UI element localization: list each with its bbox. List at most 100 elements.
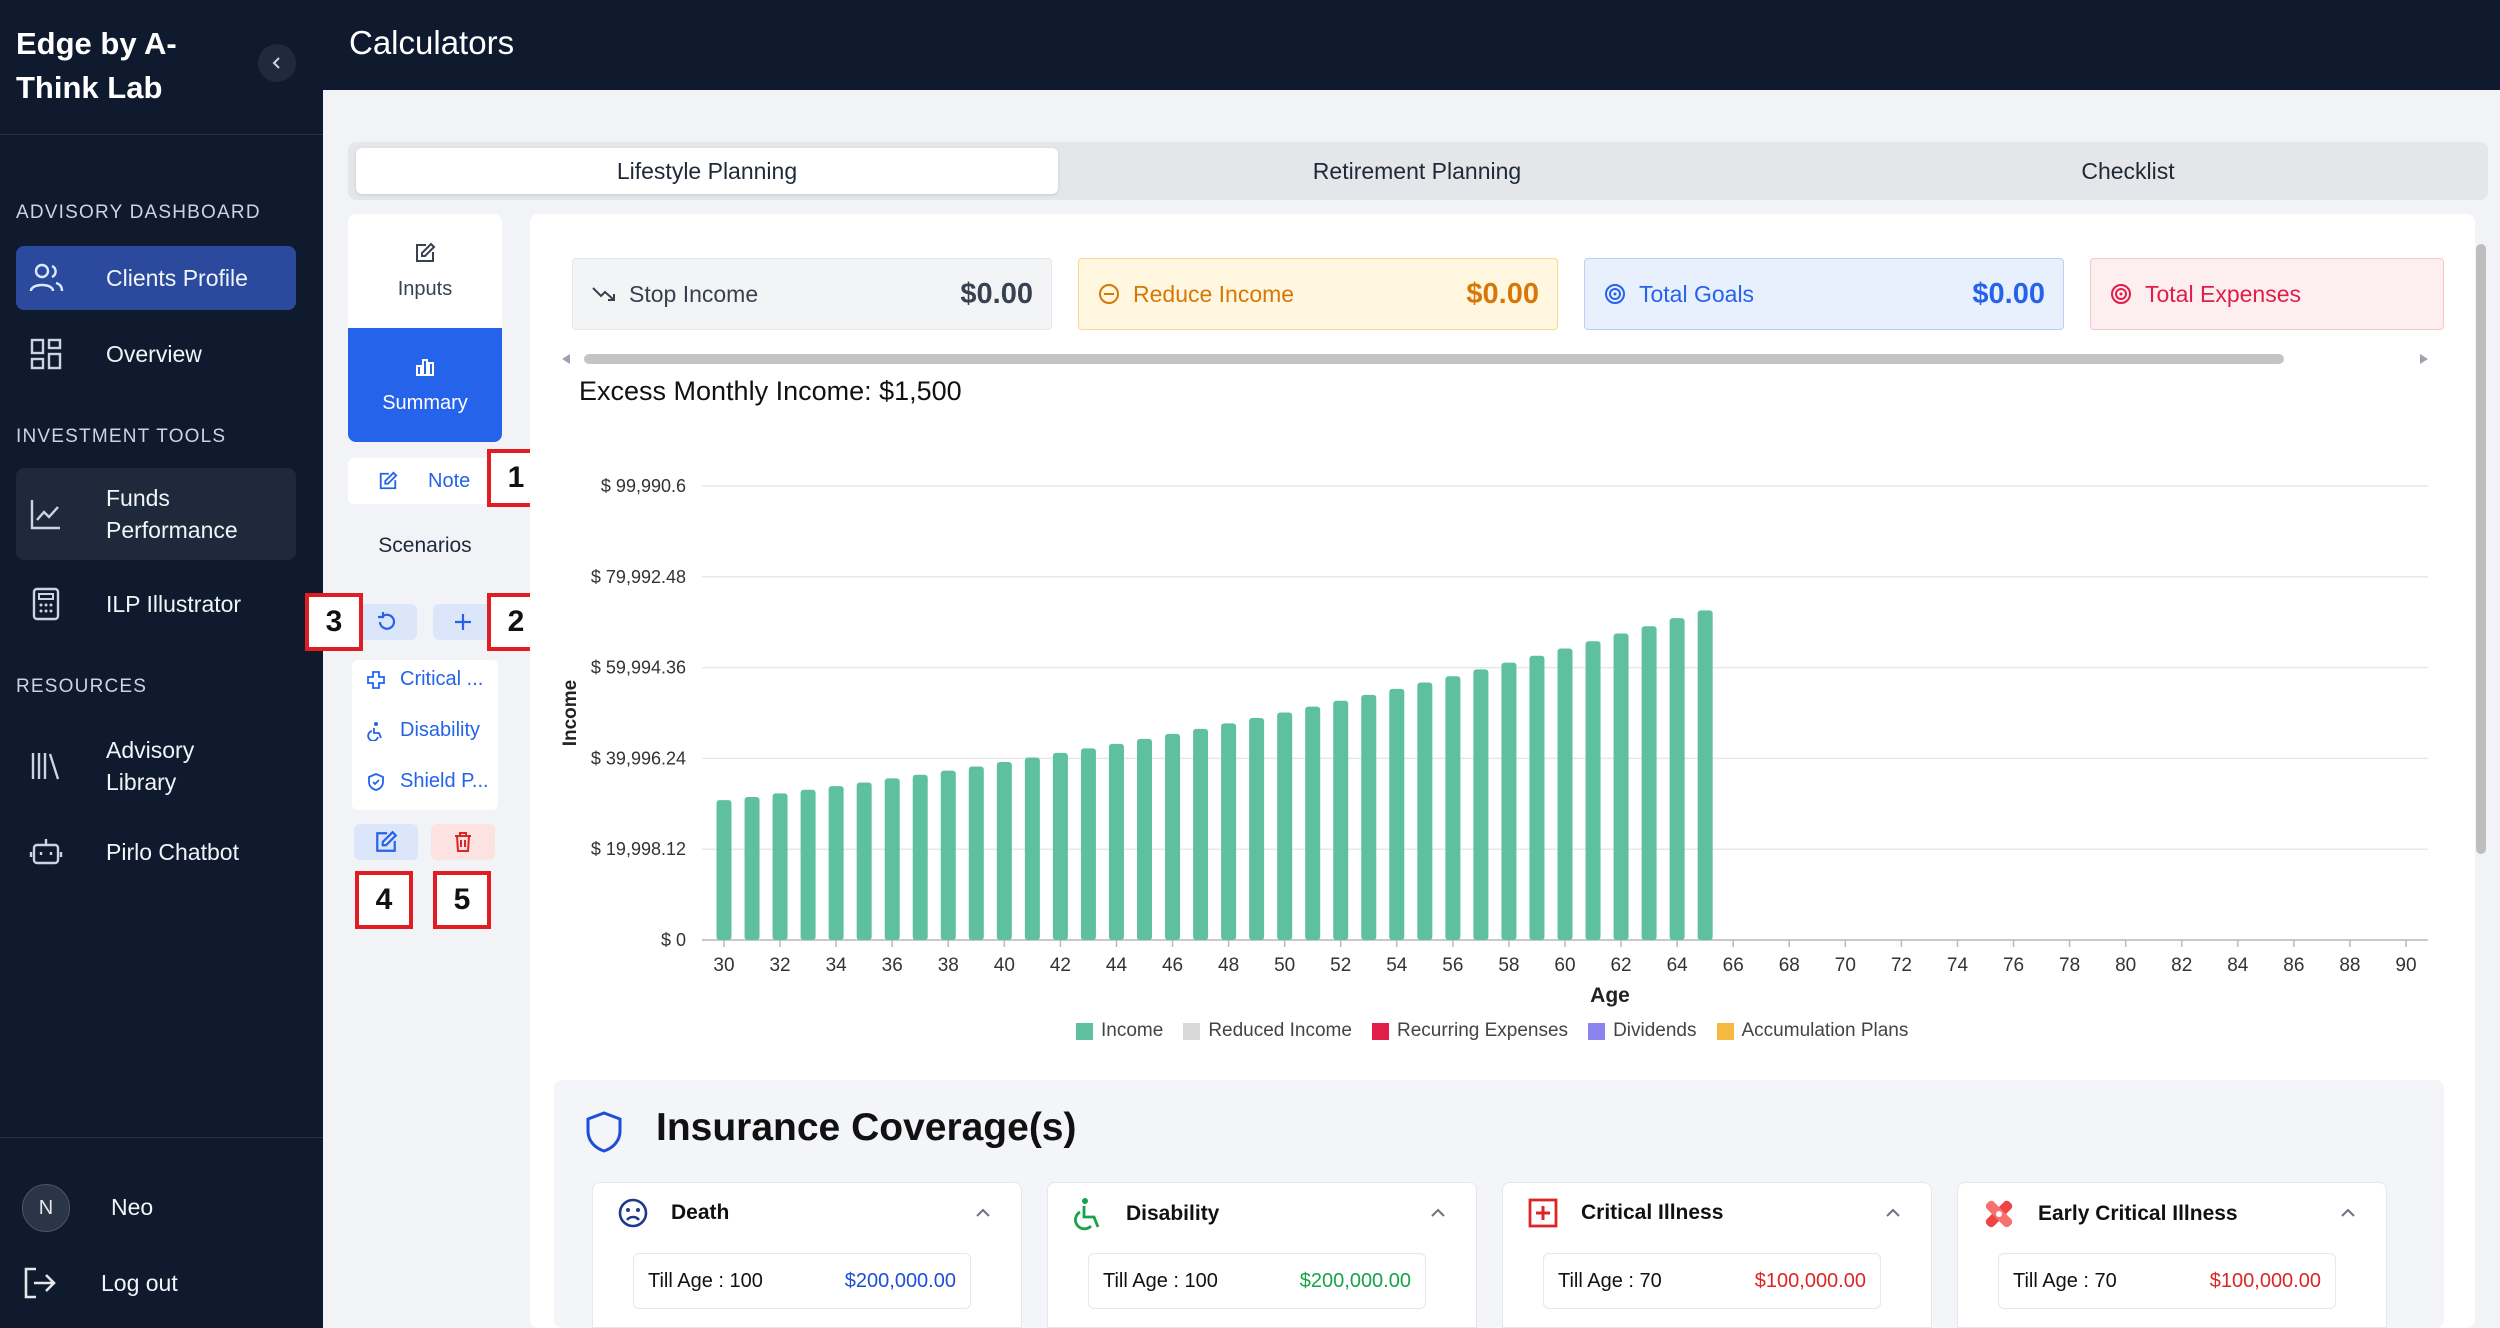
scenario-item-shield[interactable]: Shield P... — [366, 770, 489, 793]
bar — [772, 793, 788, 940]
accessibility-icon — [367, 721, 382, 741]
tab-lifestyle-planning[interactable]: Lifestyle Planning — [356, 148, 1058, 194]
vertical-scrollbar-thumb[interactable] — [2476, 244, 2486, 854]
stat-label: Total Expenses — [2145, 280, 2301, 307]
bandage-icon — [1985, 1200, 2013, 1228]
inputs-tab[interactable]: Inputs — [348, 214, 502, 328]
bar — [1389, 688, 1405, 940]
refresh-scenarios-button[interactable] — [357, 604, 417, 640]
bar — [1417, 682, 1433, 940]
avatar[interactable]: N — [22, 1184, 70, 1232]
stat-value: $0.00 — [1466, 277, 1539, 310]
x-tick-label: 36 — [882, 955, 903, 976]
scenario-list: Critical ... Disability Shield P... — [352, 660, 498, 810]
till-age: Till Age : 70 — [1558, 1269, 1662, 1292]
sidebar-item-label: ILP Illustrator — [106, 591, 242, 617]
legend-item[interactable]: Recurring Expenses — [1371, 1020, 1568, 1042]
bot-icon — [29, 839, 63, 865]
bar — [1305, 706, 1321, 940]
x-tick-label: 44 — [1106, 955, 1128, 976]
legend-swatch — [1716, 1022, 1734, 1040]
insurance-card-critical-illness: Critical Illness Till Age : 70 $100,000.… — [1502, 1182, 1932, 1328]
bar — [1080, 748, 1096, 940]
bar — [1024, 757, 1040, 940]
legend-item[interactable]: Income — [1076, 1020, 1163, 1042]
till-age: Till Age : 100 — [1103, 1269, 1218, 1292]
stat-reduce-income: Reduce Income $0.00 — [1078, 258, 1558, 330]
summary-tab[interactable]: Summary — [348, 328, 502, 442]
excess-monthly-income: Excess Monthly Income: $1,500 — [579, 376, 962, 406]
legend-swatch — [1076, 1022, 1093, 1040]
legend-label: Dividends — [1613, 1020, 1697, 1041]
bar — [1333, 700, 1349, 940]
add-scenario-button[interactable] — [433, 604, 493, 640]
sidebar-item-pirlo-chatbot[interactable]: Pirlo Chatbot — [16, 820, 296, 884]
legend-label: Accumulation Plans — [1741, 1020, 1909, 1041]
x-tick-label: 66 — [1723, 955, 1744, 976]
coverage-amount: $200,000.00 — [844, 1269, 956, 1292]
legend-item[interactable]: Reduced Income — [1183, 1020, 1352, 1042]
sidebar-item-funds-performance[interactable]: Funds Performance — [16, 468, 296, 560]
top-bar: Calculators — [323, 0, 2500, 90]
logout-label: Log out — [101, 1269, 178, 1296]
bar — [884, 778, 900, 940]
insurance-card-disability: Disability Till Age : 100 $200,000.00 — [1047, 1182, 1477, 1328]
target-icon — [2111, 284, 2131, 304]
legend-label: Income — [1101, 1020, 1164, 1041]
horizontal-scrollbar-thumb[interactable] — [584, 354, 2284, 364]
chevron-up-icon[interactable] — [975, 1207, 991, 1219]
horizontal-scrollbar[interactable] — [560, 352, 2430, 366]
sidebar-item-label: Pirlo Chatbot — [106, 839, 239, 865]
scenario-item-critical[interactable]: Critical ... — [366, 668, 483, 691]
till-age: Till Age : 100 — [648, 1269, 763, 1292]
chevron-up-icon[interactable] — [1430, 1207, 1446, 1219]
annotation-marker-3: 3 — [305, 593, 363, 651]
tab-checklist[interactable]: Checklist — [2081, 157, 2175, 184]
x-tick-label: 74 — [1947, 955, 1969, 976]
bar — [968, 766, 984, 940]
scenarios-label: Scenarios — [378, 534, 472, 557]
bar — [912, 774, 928, 940]
coverage-amount: $100,000.00 — [2209, 1269, 2321, 1292]
y-tick-label: $ 0 — [661, 930, 686, 950]
note-button[interactable]: Note — [348, 458, 502, 504]
x-tick-label: 46 — [1162, 955, 1183, 976]
chart-legend: Income Reduced Income Recurring Expenses Di… — [1076, 1020, 1928, 1042]
chevron-up-icon[interactable] — [2340, 1207, 2356, 1219]
x-tick-label: 50 — [1274, 955, 1295, 976]
x-axis-label: Age — [1590, 984, 1630, 1007]
bar — [1641, 626, 1657, 940]
stat-label: Reduce Income — [1133, 280, 1295, 307]
tab-retirement-planning[interactable]: Retirement Planning — [1312, 157, 1522, 184]
delete-scenario-button[interactable] — [431, 824, 495, 860]
collapse-sidebar-button[interactable] — [258, 44, 296, 82]
logout-button[interactable]: Log out — [22, 1266, 178, 1300]
scenario-item-disability[interactable]: Disability — [366, 719, 480, 742]
legend-item[interactable]: Dividends — [1588, 1020, 1697, 1042]
insurance-name: Disability — [1126, 1202, 1220, 1225]
bar — [1193, 728, 1209, 940]
coverage-box: Till Age : 70 $100,000.00 — [1543, 1253, 1881, 1309]
bar — [940, 770, 956, 940]
sidebar-item-clients-profile[interactable]: Clients Profile — [16, 246, 296, 310]
edit-icon — [416, 242, 436, 262]
bar — [1473, 669, 1489, 940]
y-tick-label: $ 79,992.48 — [591, 567, 686, 587]
insurance-name: Early Critical Illness — [2038, 1202, 2238, 1225]
chevron-up-icon[interactable] — [1885, 1207, 1901, 1219]
edit-scenario-button[interactable] — [354, 824, 418, 860]
coverage-box: Till Age : 70 $100,000.00 — [1998, 1253, 2336, 1309]
stat-value: $0.00 — [1972, 277, 2045, 310]
bar — [716, 800, 732, 940]
bar — [828, 786, 844, 940]
insurance-title: Insurance Coverage(s) — [656, 1106, 1077, 1149]
legend-item[interactable]: Accumulation Plans — [1716, 1020, 1909, 1042]
x-tick-label: 52 — [1330, 955, 1351, 976]
x-tick-label: 54 — [1386, 955, 1408, 976]
sidebar-item-advisory-library[interactable]: Advisory Library — [16, 720, 296, 812]
sidebar-item-ilp-illustrator[interactable]: ILP Illustrator — [16, 572, 296, 636]
y-axis-label: Income — [560, 680, 581, 747]
stat-label: Stop Income — [629, 280, 759, 307]
section-investment-tools: INVESTMENT TOOLS — [16, 426, 227, 447]
sidebar-item-overview[interactable]: Overview — [16, 322, 296, 386]
